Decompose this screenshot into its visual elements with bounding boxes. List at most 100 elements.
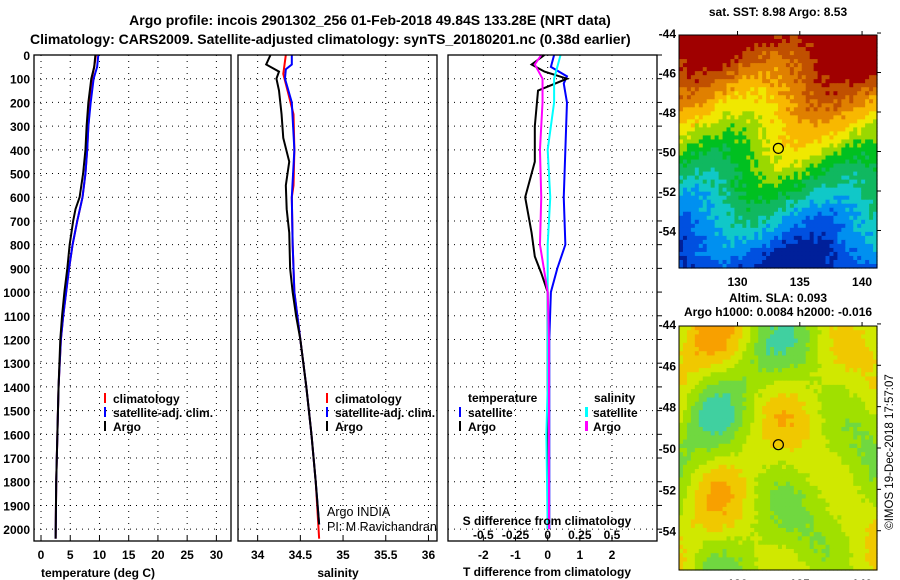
map-cell: [821, 247, 827, 253]
map-cell: [845, 211, 850, 217]
map-cell: [869, 330, 874, 336]
map-cell: [682, 139, 688, 145]
map-cell: [821, 469, 827, 474]
map-cell: [766, 131, 771, 137]
map-cell: [813, 389, 819, 394]
map-cell: [762, 143, 767, 149]
map-cell: [861, 179, 866, 185]
map-cell: [722, 103, 728, 108]
map-cell: [770, 334, 775, 340]
map-cell: [762, 219, 767, 225]
map-cell: [702, 460, 708, 466]
map-cell: [805, 223, 811, 229]
map-cell: [793, 67, 799, 72]
map-cell: [698, 159, 704, 165]
map-cell: [722, 159, 728, 165]
map-cell: [726, 151, 732, 157]
map-cell: [698, 51, 704, 56]
map-cell: [726, 235, 732, 241]
map-cell: [793, 443, 799, 449]
map-cell: [869, 448, 874, 453]
map-cell: [793, 83, 799, 88]
map-cell: [793, 47, 799, 52]
map-cell: [778, 39, 783, 44]
map-cell: [754, 452, 759, 458]
map-cell: [734, 83, 739, 88]
map-cell: [789, 410, 795, 415]
map-cell: [853, 151, 858, 157]
y-tick-label: 700: [10, 215, 30, 229]
map-cell: [861, 393, 866, 399]
map-cell: [762, 355, 767, 361]
map-cell: [726, 347, 732, 352]
map-cell: [686, 171, 692, 177]
map-cell: [710, 47, 716, 52]
map-cell: [789, 426, 795, 432]
map-cell: [770, 410, 775, 415]
map-cell: [801, 405, 807, 411]
map-cell: [694, 426, 700, 432]
map-cell: [734, 191, 739, 197]
map-cell: [801, 435, 807, 441]
map-cell: [805, 123, 811, 128]
map-cell: [766, 347, 771, 352]
map-cell: [758, 79, 763, 84]
map-cell: [801, 115, 807, 120]
plot-frame: [33, 54, 232, 542]
map-cell: [722, 393, 728, 399]
map-cell: [781, 380, 787, 386]
map-cell: [785, 410, 791, 415]
map-cell: [730, 195, 736, 201]
map-cell: [690, 469, 696, 474]
legend-label: satellite: [468, 406, 513, 420]
map-cell: [861, 422, 866, 428]
map-cell: [837, 259, 842, 265]
map-cell: [774, 401, 779, 407]
map-cell: [785, 338, 791, 344]
map-cell: [785, 91, 791, 96]
map-cell: [805, 326, 811, 331]
map-cell: [679, 159, 684, 165]
map-cell: [746, 393, 751, 399]
map-cell: [746, 235, 751, 241]
map-cell: [770, 215, 775, 221]
map-cell: [797, 469, 803, 474]
map-cell: [754, 235, 759, 241]
map-cell: [746, 203, 751, 209]
map-cell: [793, 363, 799, 369]
map-cell: [837, 115, 842, 120]
map-cell: [734, 448, 739, 453]
map-cell: [706, 115, 712, 120]
map-cell: [833, 51, 838, 56]
map-cell: [710, 255, 716, 261]
map-cell: [770, 219, 775, 225]
map-cell: [762, 207, 767, 213]
map-cell: [686, 372, 692, 378]
map-cell: [789, 199, 795, 205]
map-cell: [813, 393, 819, 399]
map-cell: [698, 43, 704, 48]
map-cell: [702, 219, 708, 225]
map-cell: [710, 175, 716, 181]
map-cell: [841, 215, 846, 221]
map-cell: [837, 139, 842, 145]
map-cell: [679, 91, 684, 96]
map-cell: [766, 338, 771, 344]
map-cell: [833, 99, 838, 104]
map-cell: [853, 405, 858, 411]
map-cell: [817, 167, 823, 173]
map-cell: [770, 239, 775, 245]
map-cell: [706, 123, 712, 128]
map-cell: [789, 203, 795, 209]
map-cell: [714, 359, 720, 365]
map-cell: [726, 123, 732, 128]
map-cell: [845, 151, 850, 157]
map-cell: [845, 255, 850, 261]
map-cell: [714, 243, 720, 249]
map-cell: [726, 401, 732, 407]
map-cell: [797, 243, 803, 249]
map-cell: [734, 183, 739, 189]
map-cell: [714, 39, 720, 44]
map-cell: [750, 247, 755, 253]
